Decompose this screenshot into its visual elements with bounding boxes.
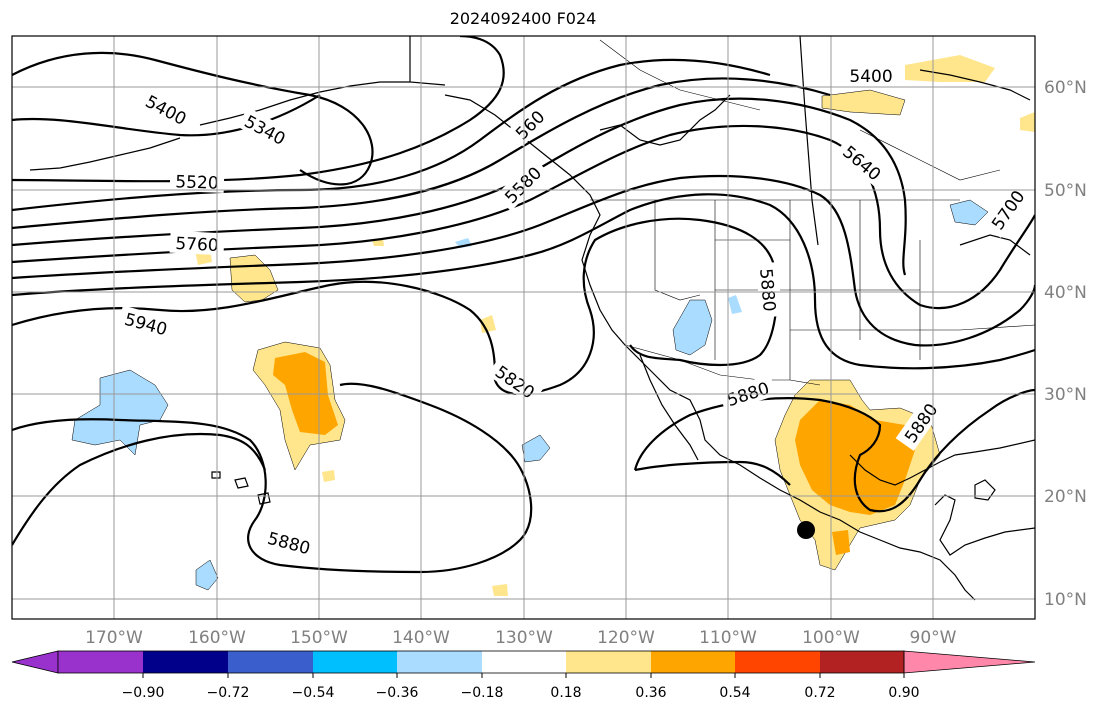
colorbar-tick-label: −0.18 [461, 685, 504, 701]
contour-label: 5520 [175, 172, 219, 193]
contour-label: 5760 [175, 234, 219, 256]
colorbar-tick-label: −0.54 [292, 685, 335, 701]
colorbar-tick-label: 0.18 [550, 685, 581, 701]
lat-label: 20°N [1044, 487, 1087, 507]
colorbar-segment [58, 651, 143, 673]
storm-position-marker [797, 521, 815, 539]
colorbar-segment [566, 651, 651, 673]
colorbar-segment [143, 651, 228, 673]
colorbar-segment [313, 651, 397, 673]
lon-label: 130°W [495, 628, 553, 648]
latitude-labels: 60°N 50°N 40°N 30°N 20°N 10°N [1044, 78, 1087, 610]
lon-label: 160°W [188, 628, 246, 648]
colorbar-segment [397, 651, 482, 673]
lon-label: 110°W [699, 628, 757, 648]
longitude-labels: 170°W 160°W 150°W 140°W 130°W 120°W 110°… [85, 628, 957, 648]
lat-label: 50°N [1044, 181, 1087, 201]
lon-label: 120°W [597, 628, 655, 648]
colorbar-segment [228, 651, 313, 673]
lon-label: 170°W [85, 628, 143, 648]
colorbar-segment [735, 651, 820, 673]
contour-label: 5880 [755, 268, 779, 313]
lat-label: 40°N [1044, 283, 1087, 303]
lon-label: 90°W [910, 628, 957, 648]
colorbar-extend-max [903, 650, 1036, 674]
gridlines [12, 36, 1035, 619]
lat-label: 60°N [1044, 78, 1087, 98]
colorbar-segment [482, 651, 566, 673]
colorbar-segment [651, 651, 735, 673]
colorbar-tick-label: −0.36 [376, 685, 419, 701]
map-frame [11, 35, 1036, 620]
colorbar-tick-label: 0.54 [719, 685, 750, 701]
map-title: 2024092400 F024 [449, 9, 597, 28]
lon-label: 100°W [802, 628, 860, 648]
colorbar-tick-label: −0.90 [122, 685, 165, 701]
colorbar-extend-min [11, 650, 59, 674]
lon-label: 140°W [392, 628, 450, 648]
colorbar-tick-label: −0.72 [207, 685, 250, 701]
anomaly-shading [71, 55, 1035, 596]
height-contours [12, 36, 1035, 574]
colorbar-tick-label: 0.36 [635, 685, 666, 701]
coastlines [29, 36, 1035, 601]
lat-label: 30°N [1044, 385, 1087, 405]
colorbar-tick-label: 0.90 [888, 685, 919, 701]
lat-label: 10°N [1044, 590, 1087, 610]
colorbar-segment [820, 651, 904, 673]
contour-label: 5400 [849, 67, 892, 87]
colorbar: −0.90 −0.72 −0.54 −0.36 −0.18 0.18 0.36 … [11, 650, 1036, 701]
colorbar-tick-label: 0.72 [804, 685, 835, 701]
lon-label: 150°W [290, 628, 348, 648]
